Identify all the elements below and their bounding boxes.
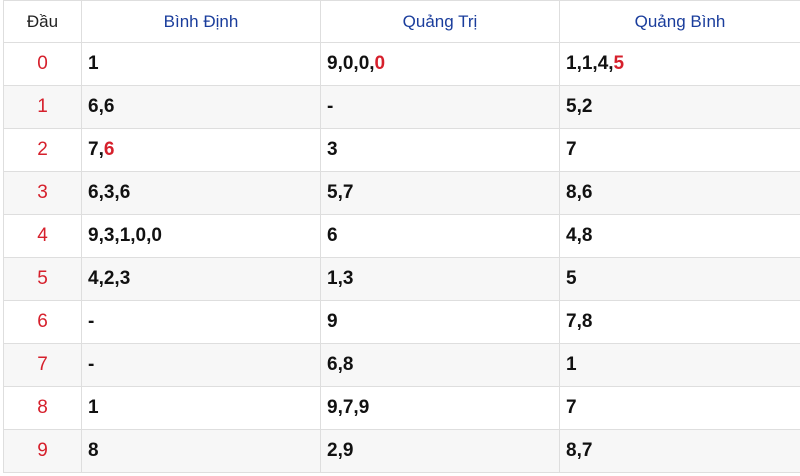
tail-numbers: 8: [88, 440, 99, 461]
table-row: 7- 6,8 1: [3, 343, 800, 387]
cell-binh-dinh: 8: [81, 429, 321, 473]
tail-numbers: 1,1,4,: [566, 53, 614, 74]
tail-numbers: -: [88, 311, 95, 332]
tail-numbers: 6,3,6: [88, 182, 131, 203]
cell-binh-dinh: -: [81, 343, 321, 387]
table-row: 0 1 9,0,0,0 1,1,4,5: [3, 42, 800, 86]
table-header-row: Đầu Bình Định Quảng Trị Quảng Bình: [3, 0, 800, 43]
cell-quang-binh: 7: [559, 128, 800, 172]
cell-quang-tri: 9,0,0,0: [320, 42, 560, 86]
tail-numbers: 1: [88, 397, 99, 418]
table-row: 9 8 2,9 8,7: [3, 429, 800, 473]
cell-quang-tri: 3: [320, 128, 560, 172]
head-digit: 5: [3, 257, 82, 301]
table-row: 2 7,6 3 7: [3, 128, 800, 172]
loto-head-table: Đầu Bình Định Quảng Trị Quảng Bình 0 1 9,0…: [3, 0, 800, 473]
head-digit: 8: [3, 386, 82, 430]
tail-numbers: 8,6: [566, 182, 593, 203]
tail-numbers: 2,9: [327, 440, 354, 461]
cell-quang-binh: 7,8: [559, 300, 800, 344]
head-digit: 9: [3, 429, 82, 473]
tail-numbers: 9,3,1,0,0: [88, 225, 162, 246]
tail-numbers: 1: [88, 53, 99, 74]
cell-quang-tri: 6,8: [320, 343, 560, 387]
head-digit: 4: [3, 214, 82, 258]
table-row: 4 9,3,1,0,0 6 4,8: [3, 214, 800, 258]
cell-quang-binh: 7: [559, 386, 800, 430]
cell-quang-binh: 8,7: [559, 429, 800, 473]
cell-binh-dinh: -: [81, 300, 321, 344]
cell-binh-dinh: 1: [81, 42, 321, 86]
cell-binh-dinh: 6,3,6: [81, 171, 321, 215]
cell-quang-tri: 9,7,9: [320, 386, 560, 430]
tail-numbers: 7,: [88, 139, 104, 160]
cell-quang-tri: -: [320, 85, 560, 129]
head-digit: 0: [3, 42, 82, 86]
cell-quang-binh: 4,8: [559, 214, 800, 258]
cell-quang-binh: 8,6: [559, 171, 800, 215]
head-digit: 2: [3, 128, 82, 172]
tail-numbers: 7: [566, 139, 577, 160]
tail-numbers: 9,0,0,: [327, 53, 375, 74]
tail-numbers: -: [88, 354, 95, 375]
special-tail-number: 5: [613, 53, 625, 74]
head-digit: 7: [3, 343, 82, 387]
cell-quang-binh: 5: [559, 257, 800, 301]
tail-numbers: 1: [566, 354, 577, 375]
table-row: 3 6,3,6 5,7 8,6: [3, 171, 800, 215]
table-row: 5 4,2,3 1,3 5: [3, 257, 800, 301]
tail-numbers: 9: [327, 311, 338, 332]
header-head: Đầu: [3, 0, 82, 43]
cell-quang-tri: 5,7: [320, 171, 560, 215]
header-quang-tri: Quảng Trị: [320, 0, 560, 43]
cell-quang-binh: 1,1,4,5: [559, 42, 800, 86]
tail-numbers: 8,7: [566, 440, 593, 461]
table-row: 6- 9 7,8: [3, 300, 800, 344]
cell-quang-binh: 1: [559, 343, 800, 387]
table-row: 1 6,6 - 5,2: [3, 85, 800, 129]
tail-numbers: 6: [327, 225, 338, 246]
head-digit: 1: [3, 85, 82, 129]
special-tail-number: 6: [103, 139, 115, 160]
cell-binh-dinh: 4,2,3: [81, 257, 321, 301]
head-digit: 3: [3, 171, 82, 215]
tail-numbers: 5,7: [327, 182, 354, 203]
cell-quang-tri: 2,9: [320, 429, 560, 473]
tail-numbers: 9,7,9: [327, 397, 370, 418]
tail-numbers: -: [327, 96, 334, 117]
tail-numbers: 7: [566, 397, 577, 418]
tail-numbers: 4,8: [566, 225, 593, 246]
tail-numbers: 4,2,3: [88, 268, 131, 289]
cell-quang-tri: 1,3: [320, 257, 560, 301]
cell-binh-dinh: 1: [81, 386, 321, 430]
tail-numbers: 3: [327, 139, 338, 160]
tail-numbers: 5: [566, 268, 577, 289]
cell-binh-dinh: 6,6: [81, 85, 321, 129]
cell-binh-dinh: 9,3,1,0,0: [81, 214, 321, 258]
cell-binh-dinh: 7,6: [81, 128, 321, 172]
header-quang-binh: Quảng Bình: [559, 0, 800, 43]
tail-numbers: 1,3: [327, 268, 354, 289]
head-digit: 6: [3, 300, 82, 344]
cell-quang-tri: 6: [320, 214, 560, 258]
tail-numbers: 6,8: [327, 354, 354, 375]
cell-quang-tri: 9: [320, 300, 560, 344]
header-binh-dinh: Bình Định: [81, 0, 321, 43]
tail-numbers: 6,6: [88, 96, 115, 117]
cell-quang-binh: 5,2: [559, 85, 800, 129]
tail-numbers: 5,2: [566, 96, 593, 117]
table-row: 8 1 9,7,9 7: [3, 386, 800, 430]
special-tail-number: 0: [374, 53, 386, 74]
tail-numbers: 7,8: [566, 311, 593, 332]
